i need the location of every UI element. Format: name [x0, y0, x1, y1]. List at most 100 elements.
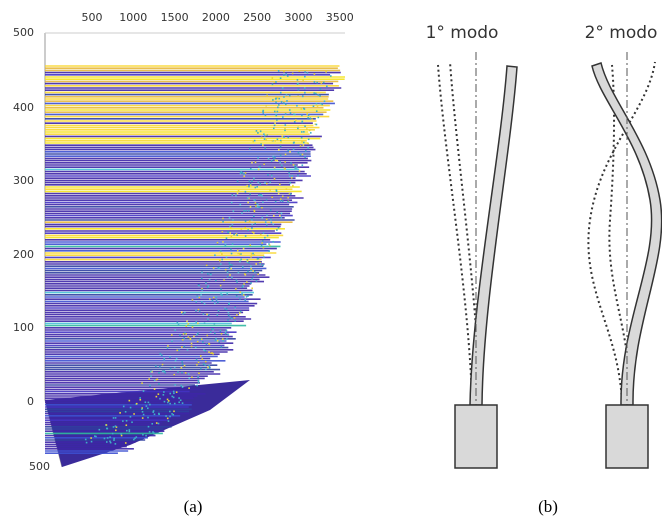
scatter-dot [163, 358, 166, 361]
panel-label: (b) [538, 497, 558, 516]
scatter-dot [256, 206, 259, 208]
scatter-dot [241, 293, 243, 296]
scatter-dot [211, 299, 214, 302]
scatter-dot [231, 276, 233, 279]
scatter-dot [267, 173, 269, 176]
base [605, 404, 649, 469]
scatter-dot [252, 140, 255, 143]
scatter-dot [184, 311, 186, 314]
scatter-dot [255, 130, 258, 132]
scatter-dot [284, 129, 286, 132]
scatter-dot [223, 279, 225, 281]
scatter-dot [279, 199, 282, 202]
scatter-dot [283, 74, 285, 77]
scatter-dot [181, 346, 183, 348]
scatter-dot [120, 434, 123, 437]
scatter-dot [200, 277, 203, 280]
scatter-dot [260, 143, 262, 146]
scatter-dot [266, 214, 268, 217]
scatter-dot [271, 140, 273, 142]
scatter-dot [196, 340, 199, 343]
scatter-dot [190, 342, 193, 345]
scatter-dot [142, 433, 144, 436]
scatter-dot [271, 77, 274, 79]
scatter-dot [195, 358, 198, 361]
scatter-dot [244, 227, 246, 229]
scatter-dot [227, 231, 230, 233]
scatter-dot [197, 381, 200, 384]
scatter-dot [239, 310, 242, 313]
scatter-dot [200, 293, 202, 296]
scatter-dot [215, 296, 218, 298]
scatter-dot [309, 132, 312, 134]
scatter-dot [277, 106, 279, 109]
scatter-dot [257, 168, 260, 171]
scatter-dot [304, 150, 307, 152]
top-tick-label: 3500 [326, 11, 354, 24]
scatter-dot [184, 332, 186, 334]
scatter-dot [201, 341, 204, 344]
scatter-dot [294, 167, 297, 169]
scatter-dot [225, 308, 228, 311]
scatter-dot [272, 223, 275, 226]
scatter-dot [274, 122, 276, 125]
scatter-dot [269, 181, 271, 183]
scatter-dot [304, 125, 306, 128]
scatter-dot [255, 263, 258, 265]
scatter-dot [133, 413, 135, 415]
scatter-dot [287, 200, 289, 203]
scatter-dot [203, 322, 206, 324]
base [454, 404, 498, 469]
scatter-dot [129, 406, 132, 409]
scatter-dot [243, 283, 245, 286]
scatter-dot [216, 314, 219, 316]
scatter-dot [314, 123, 317, 126]
scatter-dot [269, 188, 271, 191]
scatter-dot [262, 144, 264, 146]
scatter-dot [179, 399, 182, 402]
scatter-dot [292, 164, 295, 166]
scatter-dot [283, 70, 285, 73]
scatter-dot [316, 105, 319, 107]
scatter-dot [205, 282, 207, 284]
scatter-dot [287, 136, 290, 139]
scatter-dot [84, 438, 87, 441]
scatter-dot [257, 132, 259, 134]
scatter-dot [144, 401, 147, 404]
scatter-dot [215, 337, 217, 340]
scatter-dot [289, 193, 292, 196]
scatter-dot [169, 402, 171, 405]
scatter-dot [181, 339, 184, 341]
panel-label: (a) [184, 497, 203, 516]
scatter-dot [188, 387, 190, 389]
scatter-dot [243, 175, 246, 178]
scatter-dot [301, 153, 304, 156]
scatter-dot [228, 262, 231, 264]
scatter-dot [312, 105, 315, 108]
scatter-dot [229, 232, 232, 234]
scatter-dot [288, 172, 290, 174]
scatter-dot [201, 288, 203, 290]
scatter-dot [217, 310, 220, 312]
scatter-dot [251, 287, 253, 290]
scatter-dot [212, 352, 214, 355]
scatter-dot [244, 190, 247, 193]
scatter-dot [139, 398, 142, 401]
scatter-dot [275, 190, 278, 192]
scatter-dot [147, 416, 149, 419]
scatter-dot [273, 158, 275, 161]
scatter-dot [196, 384, 198, 387]
scatter-dot [191, 326, 194, 328]
scatter-dot [301, 121, 303, 124]
scatter-dot [249, 184, 252, 187]
scatter-dot [256, 186, 259, 188]
scatter-dot [253, 199, 256, 201]
scatter-dot [133, 438, 135, 441]
scatter-dot [241, 266, 244, 268]
scatter-dot [252, 252, 254, 255]
scatter-dot [236, 314, 238, 316]
scatter-dot [246, 197, 249, 199]
scatter-dot [151, 370, 153, 373]
scatter-dot [152, 411, 155, 413]
